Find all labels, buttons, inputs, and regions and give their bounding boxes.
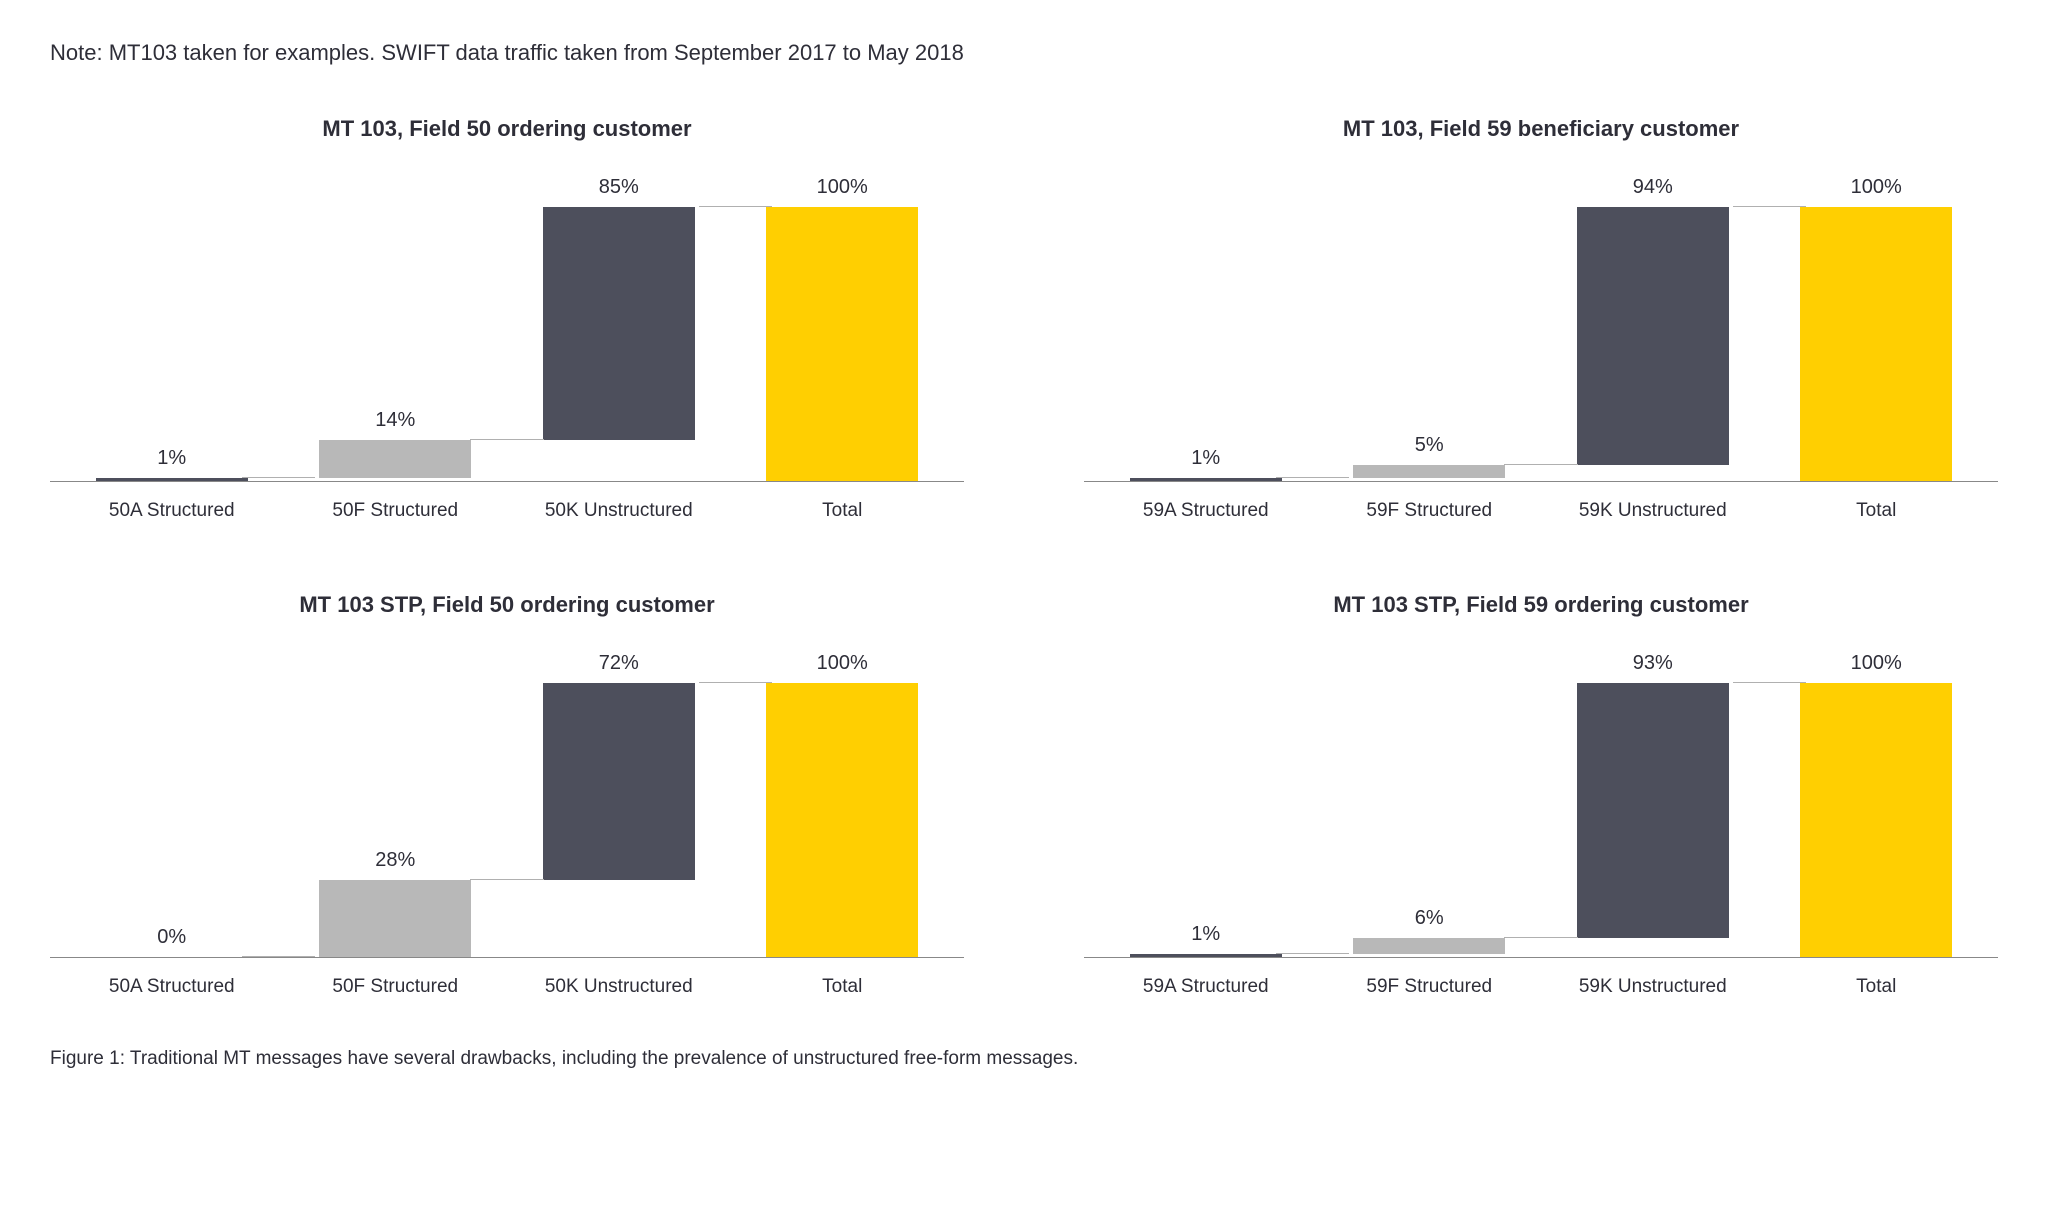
bar	[1353, 938, 1505, 954]
bar-value-label: 93%	[1633, 652, 1673, 675]
x-axis-label: 59K Unstructured	[1541, 976, 1765, 998]
connector-line	[470, 439, 543, 440]
chart-title: MT 103 STP, Field 59 ordering customer	[1333, 592, 1748, 618]
bar-value-label: 100%	[1851, 176, 1902, 199]
bar-value-label: 1%	[157, 447, 186, 470]
connector-line	[699, 682, 772, 683]
bar-slot: 28%	[284, 648, 508, 957]
bar-slot: 1%	[60, 172, 284, 481]
connector-line	[1504, 464, 1577, 465]
chart-area: 1% 6% 93% 100%	[1084, 648, 1998, 958]
x-axis-label: 50A Structured	[60, 976, 284, 998]
bar-slot: 100%	[1765, 648, 1989, 957]
charts-grid: MT 103, Field 50 ordering customer 1% 14%…	[50, 116, 1998, 998]
connector-line	[470, 879, 543, 880]
chart-title: MT 103 STP, Field 50 ordering customer	[299, 592, 714, 618]
bar-value-label: 100%	[817, 652, 868, 675]
bar-value-label: 6%	[1415, 907, 1444, 930]
bar-value-label: 1%	[1191, 447, 1220, 470]
chart-area: 1% 14% 85% 100%	[50, 172, 964, 482]
x-axis-label: 50F Structured	[284, 500, 508, 522]
bar-slot: 100%	[731, 648, 955, 957]
bar-slot: 6%	[1318, 648, 1542, 957]
bar-slot: 1%	[1094, 648, 1318, 957]
connector-line	[242, 956, 315, 957]
connector-line	[1733, 206, 1806, 207]
chart-area: 1% 5% 94% 100%	[1084, 172, 1998, 482]
chart-mt103-field50: MT 103, Field 50 ordering customer 1% 14%…	[50, 116, 964, 522]
connector-line	[242, 477, 315, 478]
connector-line	[1276, 477, 1349, 478]
note-text: Note: MT103 taken for examples. SWIFT da…	[50, 40, 1998, 66]
x-axis-label: 59F Structured	[1318, 500, 1542, 522]
bar	[766, 207, 918, 481]
figure-caption: Figure 1: Traditional MT messages have s…	[50, 1048, 1998, 1070]
bar	[96, 478, 248, 481]
chart-mt103stp-field50: MT 103 STP, Field 50 ordering customer 0…	[50, 592, 964, 998]
bar-slot: 72%	[507, 648, 731, 957]
x-axis-labels: 50A Structured50F Structured50K Unstruct…	[50, 500, 964, 522]
bar	[1353, 465, 1505, 479]
bar-value-label: 5%	[1415, 434, 1444, 457]
x-axis-label: 50K Unstructured	[507, 976, 731, 998]
bar	[543, 207, 695, 440]
x-axis-label: 59A Structured	[1094, 500, 1318, 522]
x-axis-label: 50K Unstructured	[507, 500, 731, 522]
bar-slot: 93%	[1541, 648, 1765, 957]
bar-value-label: 72%	[599, 652, 639, 675]
chart-area: 0% 28% 72% 100%	[50, 648, 964, 958]
connector-line	[699, 206, 772, 207]
x-axis-label: 59K Unstructured	[1541, 500, 1765, 522]
chart-mt103stp-field59: MT 103 STP, Field 59 ordering customer 1…	[1084, 592, 1998, 998]
connector-line	[1504, 937, 1577, 938]
bar	[543, 683, 695, 880]
bar-value-label: 94%	[1633, 176, 1673, 199]
x-axis-label: 50A Structured	[60, 500, 284, 522]
bar	[319, 880, 471, 957]
bar-slot: 100%	[731, 172, 955, 481]
connector-line	[1276, 953, 1349, 954]
bar-slot: 5%	[1318, 172, 1542, 481]
bar-value-label: 0%	[157, 926, 186, 949]
x-axis-labels: 50A Structured50F Structured50K Unstruct…	[50, 976, 964, 998]
x-axis-label: 50F Structured	[284, 976, 508, 998]
bar-value-label: 1%	[1191, 923, 1220, 946]
bar-slot: 14%	[284, 172, 508, 481]
bar	[1577, 207, 1729, 465]
bar	[1130, 478, 1282, 481]
bar-slot: 0%	[60, 648, 284, 957]
bar	[1800, 683, 1952, 957]
x-axis-label: 59A Structured	[1094, 976, 1318, 998]
bar	[1130, 954, 1282, 957]
bar	[1577, 683, 1729, 938]
bar-value-label: 14%	[375, 409, 415, 432]
x-axis-label: Total	[731, 976, 955, 998]
chart-title: MT 103, Field 59 beneficiary customer	[1343, 116, 1739, 142]
bar-value-label: 85%	[599, 176, 639, 199]
bar	[1800, 207, 1952, 481]
x-axis-labels: 59A Structured59F Structured59K Unstruct…	[1084, 976, 1998, 998]
bar-value-label: 28%	[375, 849, 415, 872]
bar	[319, 440, 471, 478]
x-axis-label: Total	[1765, 500, 1989, 522]
x-axis-labels: 59A Structured59F Structured59K Unstruct…	[1084, 500, 1998, 522]
chart-title: MT 103, Field 50 ordering customer	[322, 116, 691, 142]
connector-line	[1733, 682, 1806, 683]
bar-slot: 100%	[1765, 172, 1989, 481]
bar-value-label: 100%	[1851, 652, 1902, 675]
bar-slot: 94%	[1541, 172, 1765, 481]
x-axis-label: Total	[1765, 976, 1989, 998]
bar-slot: 85%	[507, 172, 731, 481]
bar-slot: 1%	[1094, 172, 1318, 481]
x-axis-label: Total	[731, 500, 955, 522]
bar	[766, 683, 918, 957]
chart-mt103-field59: MT 103, Field 59 beneficiary customer 1%…	[1084, 116, 1998, 522]
bar-value-label: 100%	[817, 176, 868, 199]
x-axis-label: 59F Structured	[1318, 976, 1542, 998]
